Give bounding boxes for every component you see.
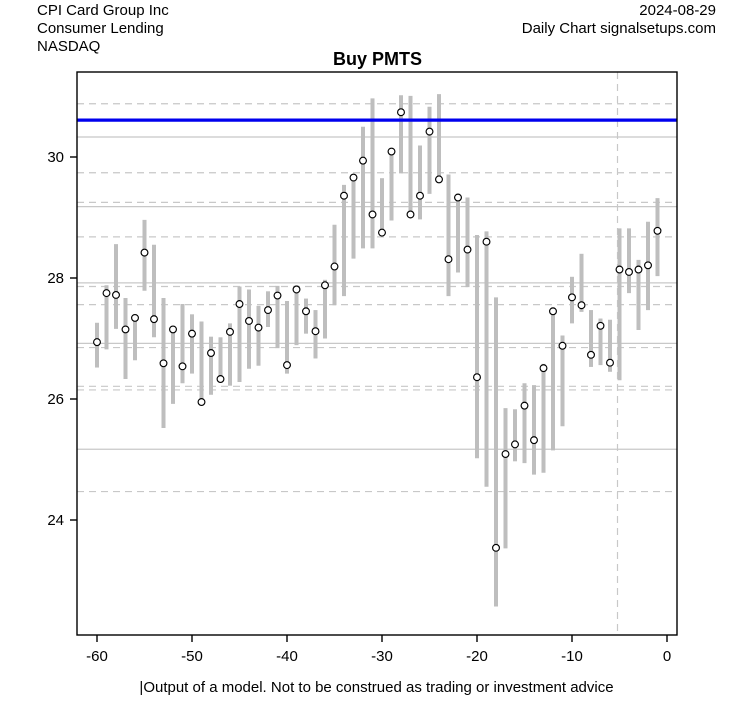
model-point	[264, 306, 272, 315]
model-point	[368, 210, 377, 219]
chart-date: 2024-08-29	[639, 2, 716, 19]
model-point	[169, 325, 177, 334]
model-point	[558, 341, 567, 350]
model-point	[349, 173, 358, 182]
model-point	[482, 237, 491, 246]
x-axis-tick-label: -30	[371, 648, 393, 665]
model-point	[292, 285, 301, 294]
model-point	[216, 375, 225, 384]
model-point	[492, 543, 500, 552]
model-point	[226, 327, 234, 336]
x-axis-tick-label: -60	[86, 648, 108, 665]
header-left: CPI Card Group Inc Consumer Lending NASD…	[37, 2, 169, 56]
model-point	[93, 338, 101, 347]
model-point	[159, 359, 168, 368]
exchange-name: NASDAQ	[37, 38, 101, 55]
y-axis-tick-label: 30	[47, 149, 64, 166]
header-right: 2024-08-29 Daily Chart signalsetups.com	[522, 2, 716, 38]
model-point	[530, 436, 538, 445]
model-point	[321, 281, 329, 290]
model-point	[397, 108, 405, 117]
model-point	[387, 147, 396, 156]
model-point	[359, 156, 367, 165]
model-point	[577, 301, 586, 310]
model-point	[511, 440, 519, 449]
model-point	[302, 307, 310, 316]
range-bars	[95, 94, 660, 607]
model-point	[549, 307, 557, 316]
model-point	[406, 210, 415, 219]
model-point	[207, 349, 215, 357]
model-point	[197, 398, 206, 407]
model-point	[425, 127, 434, 136]
x-axis-tick-label: -10	[561, 648, 583, 665]
x-axis-tick-label: 0	[663, 648, 671, 665]
model-point	[473, 373, 481, 382]
model-point	[235, 300, 244, 308]
chart-source: Daily Chart signalsetups.com	[521, 20, 716, 37]
model-point	[378, 228, 386, 237]
model-point	[273, 291, 282, 300]
model-point	[140, 248, 149, 257]
axis-ticks	[70, 156, 668, 642]
y-axis-tick-label: 28	[47, 270, 64, 287]
model-point	[102, 289, 111, 298]
model-point	[444, 255, 453, 264]
model-point	[150, 315, 158, 324]
model-point	[131, 313, 139, 322]
model-point	[625, 267, 633, 276]
model-point	[283, 361, 291, 370]
model-point	[311, 327, 320, 336]
x-axis-tick-label: -20	[466, 648, 488, 665]
model-point	[245, 316, 253, 325]
gridlines	[77, 103, 677, 493]
model-point	[653, 226, 662, 235]
model-point	[501, 450, 510, 459]
model-point	[340, 191, 348, 200]
model-point	[330, 262, 339, 271]
model-points	[93, 108, 662, 552]
model-point	[568, 293, 576, 302]
model-point	[435, 175, 443, 184]
model-point	[254, 323, 263, 332]
axis-labels: -60 -50 -40 -30 -20 -10 0 24 26 28 30	[47, 149, 671, 665]
model-point	[416, 191, 424, 200]
model-point	[596, 321, 605, 330]
model-point	[615, 265, 624, 274]
x-axis-tick-label: -50	[181, 648, 203, 665]
y-axis-tick-label: 26	[47, 391, 64, 408]
disclaimer-text: |Output of a model. Not to be construed …	[139, 679, 614, 696]
y-axis-tick-label: 24	[47, 512, 64, 529]
model-point	[121, 325, 130, 334]
model-point	[539, 364, 548, 373]
model-point	[188, 329, 196, 338]
plot-border	[76, 71, 678, 636]
x-axis-tick-label: -40	[276, 648, 298, 665]
model-point	[587, 350, 595, 359]
model-point	[112, 290, 120, 299]
model-point	[634, 265, 643, 274]
model-point	[463, 245, 472, 254]
model-point	[520, 401, 529, 410]
chart-title: Buy PMTS	[332, 49, 422, 69]
model-point	[178, 362, 187, 371]
model-point	[606, 358, 614, 367]
company-name: CPI Card Group Inc	[37, 2, 169, 19]
model-point	[454, 193, 462, 202]
model-point	[644, 261, 652, 270]
industry-name: Consumer Lending	[37, 20, 164, 37]
